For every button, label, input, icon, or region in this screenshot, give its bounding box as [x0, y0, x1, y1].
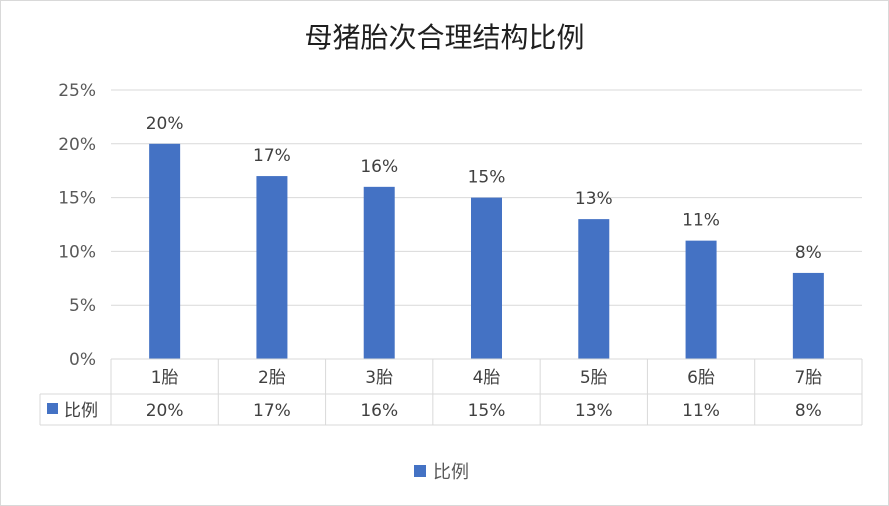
data-label: 20%	[146, 114, 184, 134]
bar	[149, 143, 181, 359]
table-value: 8%	[795, 401, 822, 421]
y-tick-label: 20%	[58, 135, 96, 155]
data-label: 11%	[682, 211, 720, 231]
category-label: 2胎	[258, 368, 286, 388]
table-series-name: 比例	[64, 401, 98, 421]
bar	[256, 176, 288, 359]
data-label: 8%	[795, 243, 822, 263]
category-label: 5胎	[580, 368, 608, 388]
chart-title: 母猪胎次合理结构比例	[304, 21, 585, 54]
category-label: 1胎	[151, 368, 179, 388]
bar	[792, 272, 824, 359]
y-tick-label: 25%	[58, 81, 96, 101]
y-tick-label: 0%	[69, 350, 96, 370]
category-label: 3胎	[365, 368, 393, 388]
category-label: 6胎	[687, 368, 715, 388]
data-label: 13%	[575, 189, 613, 209]
y-tick-label: 15%	[58, 189, 96, 209]
table-value: 13%	[575, 401, 613, 421]
bar	[471, 197, 502, 359]
bar	[363, 186, 395, 359]
bar	[685, 240, 717, 359]
table-value: 11%	[682, 401, 720, 421]
data-label: 17%	[253, 146, 291, 166]
table-legend-key	[47, 403, 58, 414]
table-value: 15%	[468, 401, 506, 421]
y-tick-label: 10%	[58, 242, 96, 262]
table-value: 16%	[360, 401, 398, 421]
data-label: 15%	[468, 168, 506, 188]
legend-swatch	[414, 465, 426, 477]
bar	[578, 219, 610, 359]
table-value: 17%	[253, 401, 291, 421]
table-value: 20%	[146, 401, 184, 421]
category-label: 4胎	[473, 368, 501, 388]
legend-label: 比例	[433, 462, 469, 483]
data-label: 16%	[360, 157, 398, 177]
y-tick-label: 5%	[69, 296, 96, 316]
category-label: 7胎	[794, 368, 822, 388]
